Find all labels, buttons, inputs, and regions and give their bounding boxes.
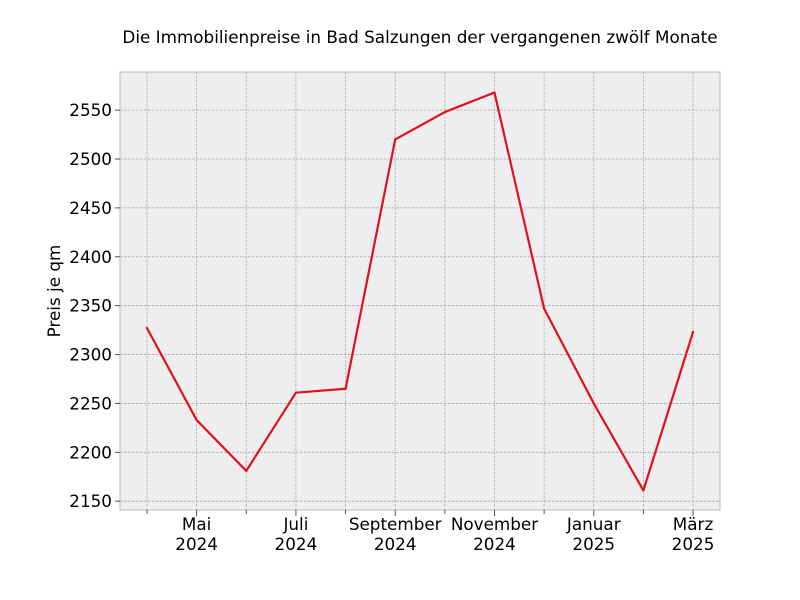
x-tick-label-year: 2024 <box>275 534 318 554</box>
data-point <box>642 489 645 492</box>
x-tick-label-month: Mai <box>182 514 211 534</box>
y-tick-label: 2550 <box>69 100 112 120</box>
y-tick-label: 2200 <box>69 442 112 462</box>
data-point <box>443 110 446 114</box>
y-tick-label: 2300 <box>69 345 112 365</box>
data-point <box>344 387 347 390</box>
x-tick-label-year: 2024 <box>175 534 218 554</box>
x-tick-label-year: 2024 <box>473 534 516 554</box>
series <box>145 91 695 492</box>
data-point <box>145 327 149 330</box>
x-tick-label-month: März <box>673 514 714 534</box>
plot-area <box>119 71 721 511</box>
series-line <box>145 91 695 492</box>
data-point <box>195 418 198 422</box>
data-point <box>245 469 248 472</box>
y-tick-label: 2450 <box>69 198 112 218</box>
data-point <box>394 138 397 141</box>
y-tick-label: 2400 <box>69 247 112 267</box>
data-point <box>543 307 546 310</box>
axis-ticks: 215022002250230023502400245025002550Mai2… <box>69 100 714 554</box>
data-point <box>691 330 695 334</box>
x-tick-label-year: 2024 <box>374 534 417 554</box>
x-tick-label-month: November <box>451 514 538 534</box>
x-tick-label-month: Januar <box>566 514 621 534</box>
data-point <box>592 402 595 405</box>
x-tick-label-month: Juli <box>282 514 308 534</box>
x-tick-label-year: 2025 <box>572 534 615 554</box>
y-axis-label: Preis je qm <box>44 245 64 338</box>
y-tick-label: 2150 <box>69 491 112 511</box>
grid <box>120 72 720 510</box>
data-point <box>294 391 298 394</box>
y-tick-label: 2350 <box>69 296 112 316</box>
x-tick-label-month: September <box>349 514 442 534</box>
data-point <box>493 91 496 94</box>
y-tick-label: 2250 <box>69 393 112 413</box>
x-tick-label-year: 2025 <box>672 534 715 554</box>
y-tick-label: 2500 <box>69 149 112 169</box>
chart-title: Die Immobilienpreise in Bad Salzungen de… <box>122 27 717 47</box>
